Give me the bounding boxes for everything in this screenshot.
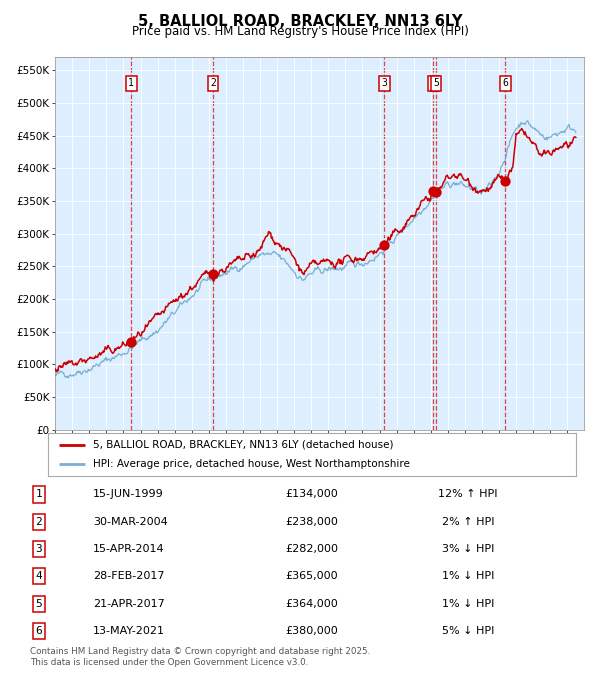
Point (208, 269, 218, 279)
Text: 2% ↑ HPI: 2% ↑ HPI (442, 517, 494, 527)
Text: 30-MAR-2004: 30-MAR-2004 (93, 517, 168, 527)
Point (428, 186, 438, 197)
Text: £282,000: £282,000 (286, 544, 338, 554)
Text: 6: 6 (502, 78, 508, 88)
Text: 6: 6 (35, 626, 43, 636)
Text: 15-APR-2014: 15-APR-2014 (93, 544, 164, 554)
Text: £364,000: £364,000 (286, 598, 338, 609)
Text: 4: 4 (431, 78, 436, 88)
Text: 5: 5 (433, 78, 439, 88)
Text: 2: 2 (210, 78, 216, 88)
Text: 3: 3 (382, 78, 388, 88)
Text: 15-JUN-1999: 15-JUN-1999 (93, 490, 164, 499)
Text: 1% ↓ HPI: 1% ↓ HPI (442, 571, 494, 581)
Text: £238,000: £238,000 (286, 517, 338, 527)
Point (380, 240, 389, 251)
Text: 4: 4 (35, 571, 43, 581)
Text: 21-APR-2017: 21-APR-2017 (93, 598, 165, 609)
Text: 1% ↓ HPI: 1% ↓ HPI (442, 598, 494, 609)
Text: Contains HM Land Registry data © Crown copyright and database right 2025.
This d: Contains HM Land Registry data © Crown c… (30, 647, 370, 667)
Text: 5% ↓ HPI: 5% ↓ HPI (442, 626, 494, 636)
Text: £365,000: £365,000 (286, 571, 338, 581)
Text: 28-FEB-2017: 28-FEB-2017 (93, 571, 164, 581)
Text: 3: 3 (35, 544, 43, 554)
Text: 1: 1 (128, 78, 134, 88)
Point (431, 186, 441, 197)
Text: Price paid vs. HM Land Registry's House Price Index (HPI): Price paid vs. HM Land Registry's House … (131, 25, 469, 38)
Text: 5, BALLIOL ROAD, BRACKLEY, NN13 6LY: 5, BALLIOL ROAD, BRACKLEY, NN13 6LY (138, 14, 462, 29)
Text: 1: 1 (35, 490, 43, 499)
Text: 13-MAY-2021: 13-MAY-2021 (93, 626, 165, 636)
Text: 3% ↓ HPI: 3% ↓ HPI (442, 544, 494, 554)
Point (127, 337, 136, 347)
Text: 5: 5 (35, 598, 43, 609)
Text: 2: 2 (35, 517, 43, 527)
Text: £380,000: £380,000 (286, 626, 338, 636)
Text: £134,000: £134,000 (286, 490, 338, 499)
Point (500, 176, 510, 187)
Text: 12% ↑ HPI: 12% ↑ HPI (438, 490, 498, 499)
Text: HPI: Average price, detached house, West Northamptonshire: HPI: Average price, detached house, West… (93, 460, 410, 469)
Text: 5, BALLIOL ROAD, BRACKLEY, NN13 6LY (detached house): 5, BALLIOL ROAD, BRACKLEY, NN13 6LY (det… (93, 440, 394, 449)
